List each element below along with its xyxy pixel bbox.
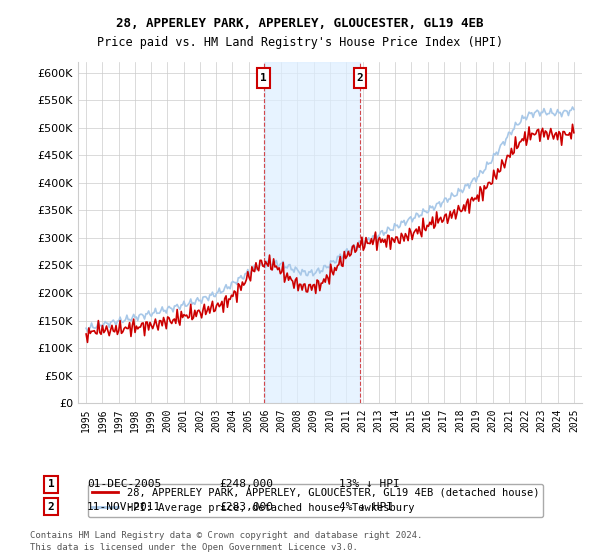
FancyBboxPatch shape <box>257 68 270 88</box>
Text: 2: 2 <box>356 73 363 83</box>
Text: Contains HM Land Registry data © Crown copyright and database right 2024.: Contains HM Land Registry data © Crown c… <box>30 531 422 540</box>
Text: This data is licensed under the Open Government Licence v3.0.: This data is licensed under the Open Gov… <box>30 543 358 552</box>
Text: 11-NOV-2011: 11-NOV-2011 <box>87 502 161 512</box>
Text: 1: 1 <box>47 479 55 489</box>
Text: £283,000: £283,000 <box>219 502 273 512</box>
Text: 4% ↓ HPI: 4% ↓ HPI <box>339 502 393 512</box>
Text: 28, APPERLEY PARK, APPERLEY, GLOUCESTER, GL19 4EB: 28, APPERLEY PARK, APPERLEY, GLOUCESTER,… <box>116 17 484 30</box>
Text: 2: 2 <box>47 502 55 512</box>
Text: 01-DEC-2005: 01-DEC-2005 <box>87 479 161 489</box>
Text: Price paid vs. HM Land Registry's House Price Index (HPI): Price paid vs. HM Land Registry's House … <box>97 36 503 49</box>
FancyBboxPatch shape <box>353 68 366 88</box>
Text: 1: 1 <box>260 73 267 83</box>
Text: £248,000: £248,000 <box>219 479 273 489</box>
Bar <box>263 62 360 403</box>
Legend: 28, APPERLEY PARK, APPERLEY, GLOUCESTER, GL19 4EB (detached house), HPI: Average: 28, APPERLEY PARK, APPERLEY, GLOUCESTER,… <box>88 484 544 517</box>
Text: 13% ↓ HPI: 13% ↓ HPI <box>339 479 400 489</box>
